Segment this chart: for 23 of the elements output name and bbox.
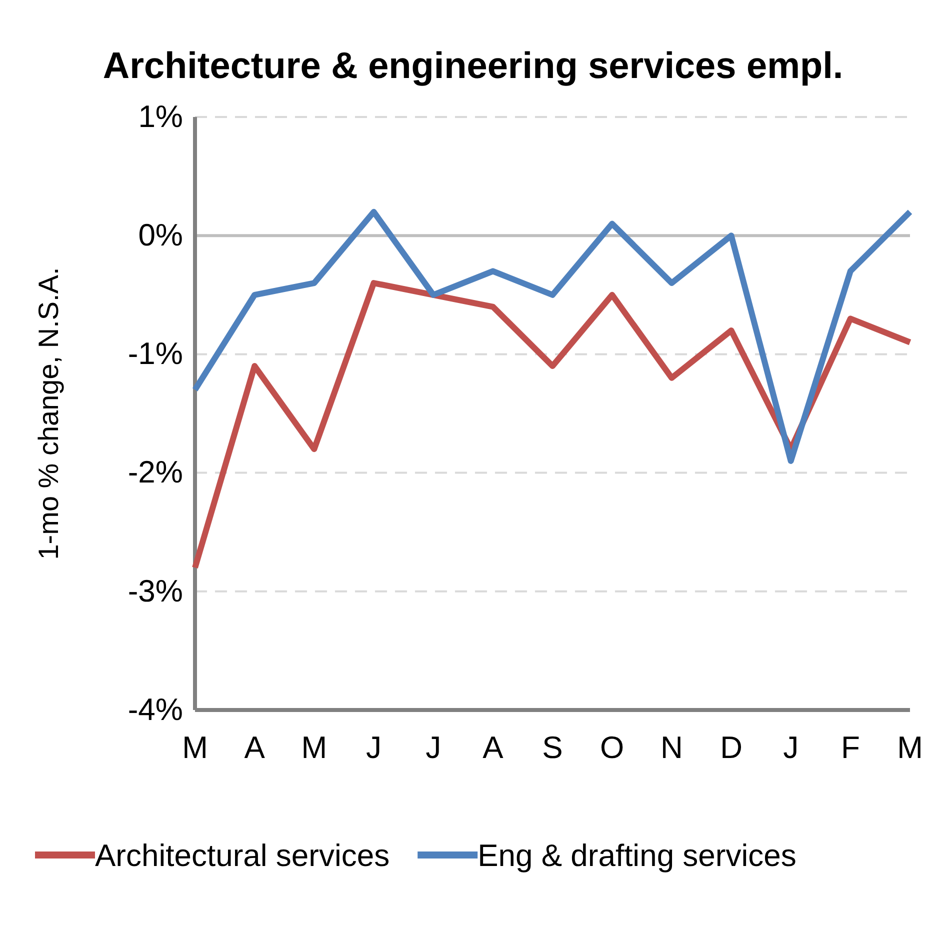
x-tick-label: A: [244, 730, 266, 766]
x-tick-label: D: [720, 730, 742, 766]
x-tick-label: A: [482, 730, 504, 766]
x-tick-label: S: [542, 730, 563, 766]
y-axis-title: 1-mo % change, N.S.A.: [33, 267, 64, 560]
x-tick-label: J: [366, 730, 382, 766]
y-tick-label: -3%: [128, 573, 183, 608]
x-tick-label: J: [783, 730, 799, 766]
chart-title: Architecture & engineering services empl.: [102, 45, 844, 86]
x-tick-label: N: [660, 730, 683, 766]
y-tick-label: -1%: [128, 336, 183, 372]
x-tick-label: M: [301, 730, 328, 766]
y-tick-label: 1%: [138, 98, 183, 134]
y-tick-label: 0%: [138, 218, 183, 253]
y-tick-label: -2%: [128, 454, 183, 490]
legend-label: Eng & drafting services: [478, 838, 796, 873]
x-tick-label: M: [182, 730, 208, 766]
x-tick-label: M: [897, 730, 923, 766]
x-tick-label: F: [840, 730, 860, 766]
legend-label: Architectural services: [95, 838, 390, 873]
x-tick-label: O: [600, 730, 624, 766]
y-tick-label: -4%: [128, 692, 183, 727]
x-tick-label: J: [426, 730, 442, 766]
